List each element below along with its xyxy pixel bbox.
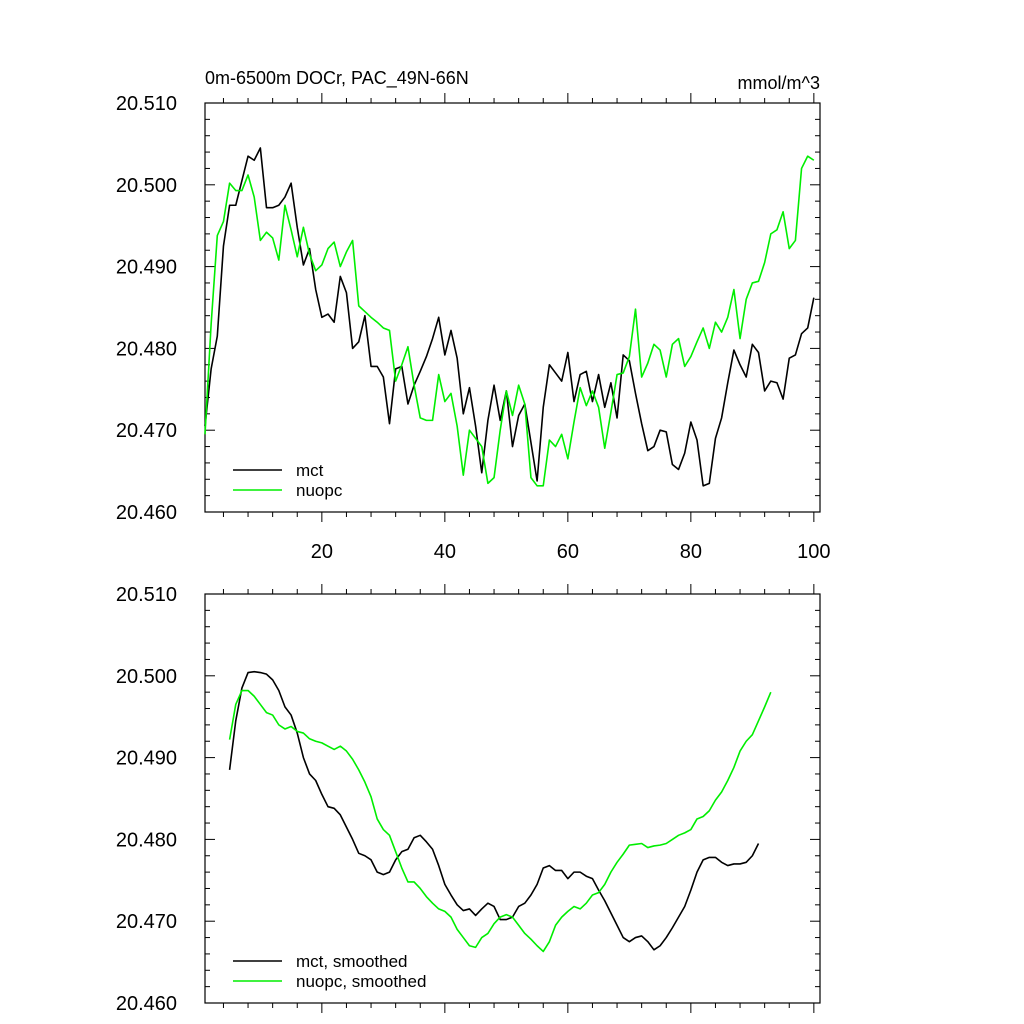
series-line-nuopc-smoothed [228,689,772,953]
y-tick-label: 20.470 [116,420,177,442]
y-tick-label: 20.500 [116,175,177,197]
y-tick-label: 20.470 [116,911,177,933]
x-tick-label: 40 [434,541,456,563]
x-tick-label: 20 [311,541,333,563]
chart-title: 0m-6500m DOCr, PAC_49N-66N [205,68,469,89]
bottom-panel: 20.460 20.470 20.480 20.490 20.500 20.510 mct,… [116,584,821,1015]
y-tick-label: 20.490 [116,257,177,279]
y-tick-label: 20.490 [116,748,177,770]
y-tick-label: 20.460 [116,993,177,1015]
series-line-nuopc [204,155,815,487]
y-tick-label: 20.480 [116,338,177,360]
legend-label: mct [296,461,324,480]
units-label: mmol/m^3 [738,73,820,93]
y-tick-label: 20.480 [116,829,177,851]
y-tick-label: 20.460 [116,502,177,524]
series-line-mct-smoothed [228,670,760,951]
plot-frame [204,593,821,1004]
top-panel: 20.460 20.470 20.480 20.490 20.500 20.510 20 40… [116,68,831,563]
series-line-mct [204,147,815,487]
y-tick-label: 20.500 [116,666,177,688]
plot-frame [204,102,821,513]
legend-label: mct, smoothed [296,952,408,971]
x-tick-label: 80 [680,541,702,563]
y-tick-label: 20.510 [116,93,177,115]
legend-label: nuopc, smoothed [296,972,426,991]
y-tick-label: 20.510 [116,584,177,606]
legend-label: nuopc [296,481,343,500]
x-tick-label: 60 [557,541,579,563]
x-tick-label: 100 [797,541,830,563]
